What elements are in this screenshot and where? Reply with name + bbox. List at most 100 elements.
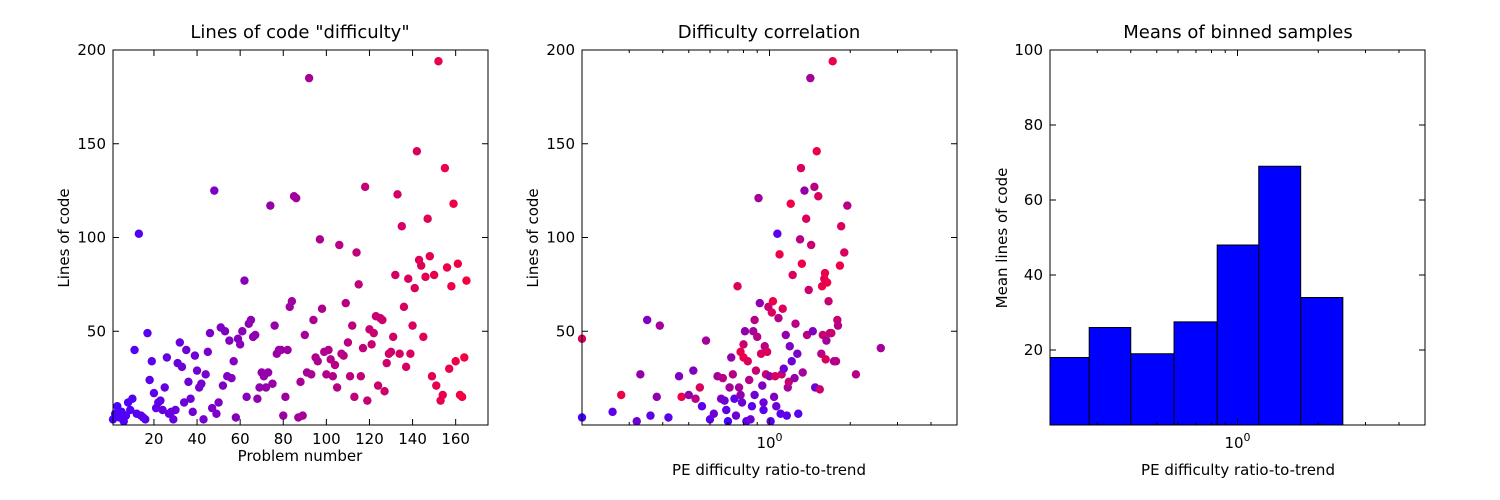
panel2-point (720, 396, 729, 405)
panel1-point (386, 347, 396, 357)
panel2-point (785, 342, 794, 351)
panel1-ticks: 20 40 60 80 100 120 140 160 50 100 150 200 (77, 41, 488, 448)
panel1-point (354, 280, 363, 289)
panel3-bar (1088, 327, 1132, 426)
panel1-point (227, 373, 236, 383)
panel-loc-difficulty: Lines of code "difficulty" 20 40 60 80 100 12… (55, 22, 489, 465)
panel2-title: Difficulty correlation (678, 22, 861, 43)
panel2-point (791, 319, 800, 328)
panel1-point (434, 57, 443, 66)
panel2-point (736, 390, 745, 400)
panel1-point (460, 353, 469, 362)
panel3-ytick-label: 40 (1024, 266, 1043, 284)
panel1-xtick-label: 140 (398, 430, 427, 448)
panel1-point (190, 351, 200, 360)
panel1-point (225, 336, 234, 345)
panel2-point (750, 315, 759, 325)
panel-difficulty-correlation: Difficulty correlation 100 50 100 150 200 PE… (524, 22, 958, 479)
panel2-point (831, 357, 841, 366)
panel2-point (695, 383, 705, 392)
panel1-point (263, 368, 273, 377)
panel2-point (833, 321, 843, 330)
panel1-point (339, 351, 348, 360)
panel2-point (697, 402, 707, 411)
panel1-point (343, 338, 353, 347)
panel1-point (360, 182, 370, 192)
panel2-point (750, 390, 759, 400)
panel1-point (332, 383, 342, 392)
panel1-point (197, 379, 206, 388)
panel1-point (156, 396, 165, 405)
panel2-point (753, 332, 762, 342)
panel2-point (843, 201, 852, 210)
panel1-point (300, 330, 310, 340)
panel2-point (781, 330, 790, 340)
panel3-ytick-label: 20 (1024, 341, 1043, 359)
panel1-point (192, 366, 202, 375)
panel2-ylabel: Lines of code (524, 188, 542, 287)
panel1-frame (112, 49, 489, 426)
panel2-point (815, 385, 825, 394)
panel1-point (317, 304, 327, 313)
panel1-point (304, 73, 314, 83)
panel1-point (298, 411, 307, 420)
panel2-point (814, 192, 823, 201)
panel2-point (790, 373, 799, 383)
panel1-point (412, 147, 422, 156)
panel1-point (358, 343, 368, 353)
panel2-point (739, 340, 748, 349)
panel1-point (388, 332, 398, 342)
panel1-point (229, 357, 238, 366)
panel3-xlabel: PE difficulty ratio-to-trend (1141, 461, 1335, 479)
panel2-point (822, 336, 831, 345)
panel1-point (427, 372, 437, 381)
panel1-point (147, 357, 156, 366)
panel1-point (145, 375, 154, 385)
panel1-point (281, 392, 290, 402)
panel2-point (770, 372, 780, 381)
panel1-xtick-label: 100 (312, 430, 341, 448)
panel2-frame (581, 49, 958, 426)
panel2-point (779, 364, 788, 373)
panel2-point (731, 411, 741, 420)
panel2-xlabel: PE difficulty ratio-to-trend (672, 461, 866, 479)
panel2-point (709, 409, 719, 418)
panel2-point (733, 282, 742, 291)
panel2-point (787, 357, 796, 366)
panel2-point (824, 297, 833, 306)
panel2-point (801, 214, 811, 223)
panel1-point (126, 405, 135, 415)
panel1-point (186, 394, 195, 403)
panel2-point (788, 270, 797, 280)
panel3-ytick-label: 80 (1024, 116, 1043, 134)
panel1-point (369, 328, 378, 338)
panel1-point (350, 392, 359, 402)
panel2-point (812, 147, 821, 156)
panel2-point (677, 392, 686, 402)
panel2-point (755, 298, 764, 308)
panel2-point (786, 199, 795, 208)
panel1-point (416, 261, 426, 270)
panel1-point (158, 405, 167, 415)
panel1-point (378, 315, 387, 325)
panel1-xtick-label: 120 (355, 430, 384, 448)
panel2-point (744, 375, 754, 385)
panel3-bar (1216, 244, 1260, 426)
panel1-points (108, 57, 471, 426)
panel1-point (240, 276, 249, 285)
panel2-point (817, 349, 826, 358)
panel1-xtick-label: 40 (188, 430, 207, 448)
panel1-ytick-label: 100 (77, 229, 106, 247)
panel1-point (134, 229, 144, 238)
panel3-ylabel: Mean lines of code (993, 168, 1011, 309)
panel2-point (806, 240, 816, 250)
panel1-point (149, 388, 159, 398)
panel2-point (646, 411, 655, 420)
panel2-point (718, 373, 728, 383)
panel1-xtick-label: 20 (144, 430, 163, 448)
panel1-point (425, 252, 435, 261)
panel2-point (795, 235, 805, 244)
panel2-point (608, 407, 617, 417)
panel1-point (423, 214, 432, 223)
panel1-point (242, 392, 251, 402)
